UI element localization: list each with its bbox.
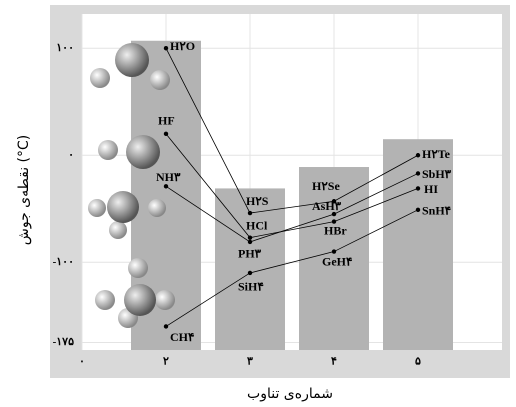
point (247, 270, 253, 276)
point-label: HF (158, 114, 175, 128)
point (331, 199, 337, 204)
y-tick-label: -۱۰۰ (53, 256, 74, 268)
molecules (88, 43, 175, 328)
point-label: SbH۳ (422, 167, 452, 181)
point (247, 235, 253, 240)
point (415, 186, 421, 191)
plot (81, 14, 502, 351)
point-label: H۲Te (422, 147, 451, 161)
atom (90, 68, 110, 88)
point (415, 207, 421, 213)
point (415, 171, 421, 176)
x-tick-label: ۵ (415, 356, 421, 368)
point (415, 153, 421, 158)
x-tick-label: ۴ (331, 356, 337, 368)
x-axis-title: شماره‌ی تناوب (247, 386, 333, 402)
y-axis-title: نقطه‌ی جوش (°C) (16, 135, 32, 246)
series-line (165, 48, 419, 214)
atom (107, 191, 139, 223)
point-label: H۲Se (312, 179, 340, 193)
series-line (165, 209, 419, 327)
point-label: HI (424, 182, 438, 196)
atom (148, 199, 166, 217)
point (163, 46, 169, 51)
x-tick-label: ۰ (79, 356, 85, 368)
bar (215, 188, 285, 350)
point-label: CH۴ (170, 330, 194, 344)
atom (150, 70, 170, 90)
point-label: H۲S (246, 194, 269, 208)
point-label: NH۳ (156, 170, 181, 184)
atom (124, 284, 156, 316)
point (247, 239, 253, 245)
point-label: SiH۴ (238, 280, 264, 294)
atom (95, 290, 115, 310)
point (163, 184, 169, 189)
y-tick-label: ۱۰۰ (56, 42, 74, 54)
y-tick-label: ۰ (68, 149, 74, 161)
series-line (165, 173, 419, 243)
point-label: GeH۴ (322, 254, 352, 268)
point-label: PH۳ (238, 247, 262, 261)
x-tick-label: ۳ (247, 356, 253, 368)
point (331, 219, 337, 224)
point (331, 249, 337, 254)
labels: H۲O H۲S H۲Se H۲Te HF HCl HBr HI NH۳ PH۳ AsH۳ SbH۳ CH… (156, 39, 452, 344)
series-line (165, 133, 419, 239)
point (331, 211, 337, 217)
y-tick-label: -۱۷۵ (53, 336, 74, 348)
point-label: HCl (246, 218, 268, 232)
atom (115, 43, 149, 77)
atom (128, 258, 148, 278)
point-label: AsH۳ (312, 199, 342, 213)
atom (88, 199, 106, 217)
point-label: HBr (324, 223, 347, 237)
point (247, 210, 253, 216)
bar (299, 167, 369, 350)
atom (126, 135, 160, 169)
point (163, 131, 169, 137)
point-label: SnH۴ (422, 204, 451, 218)
x-tick-label: ۲ (163, 356, 169, 368)
atom (109, 221, 127, 239)
atom (155, 290, 175, 310)
atom (98, 140, 118, 160)
point-label: H۲O (170, 39, 195, 53)
point (163, 324, 169, 329)
